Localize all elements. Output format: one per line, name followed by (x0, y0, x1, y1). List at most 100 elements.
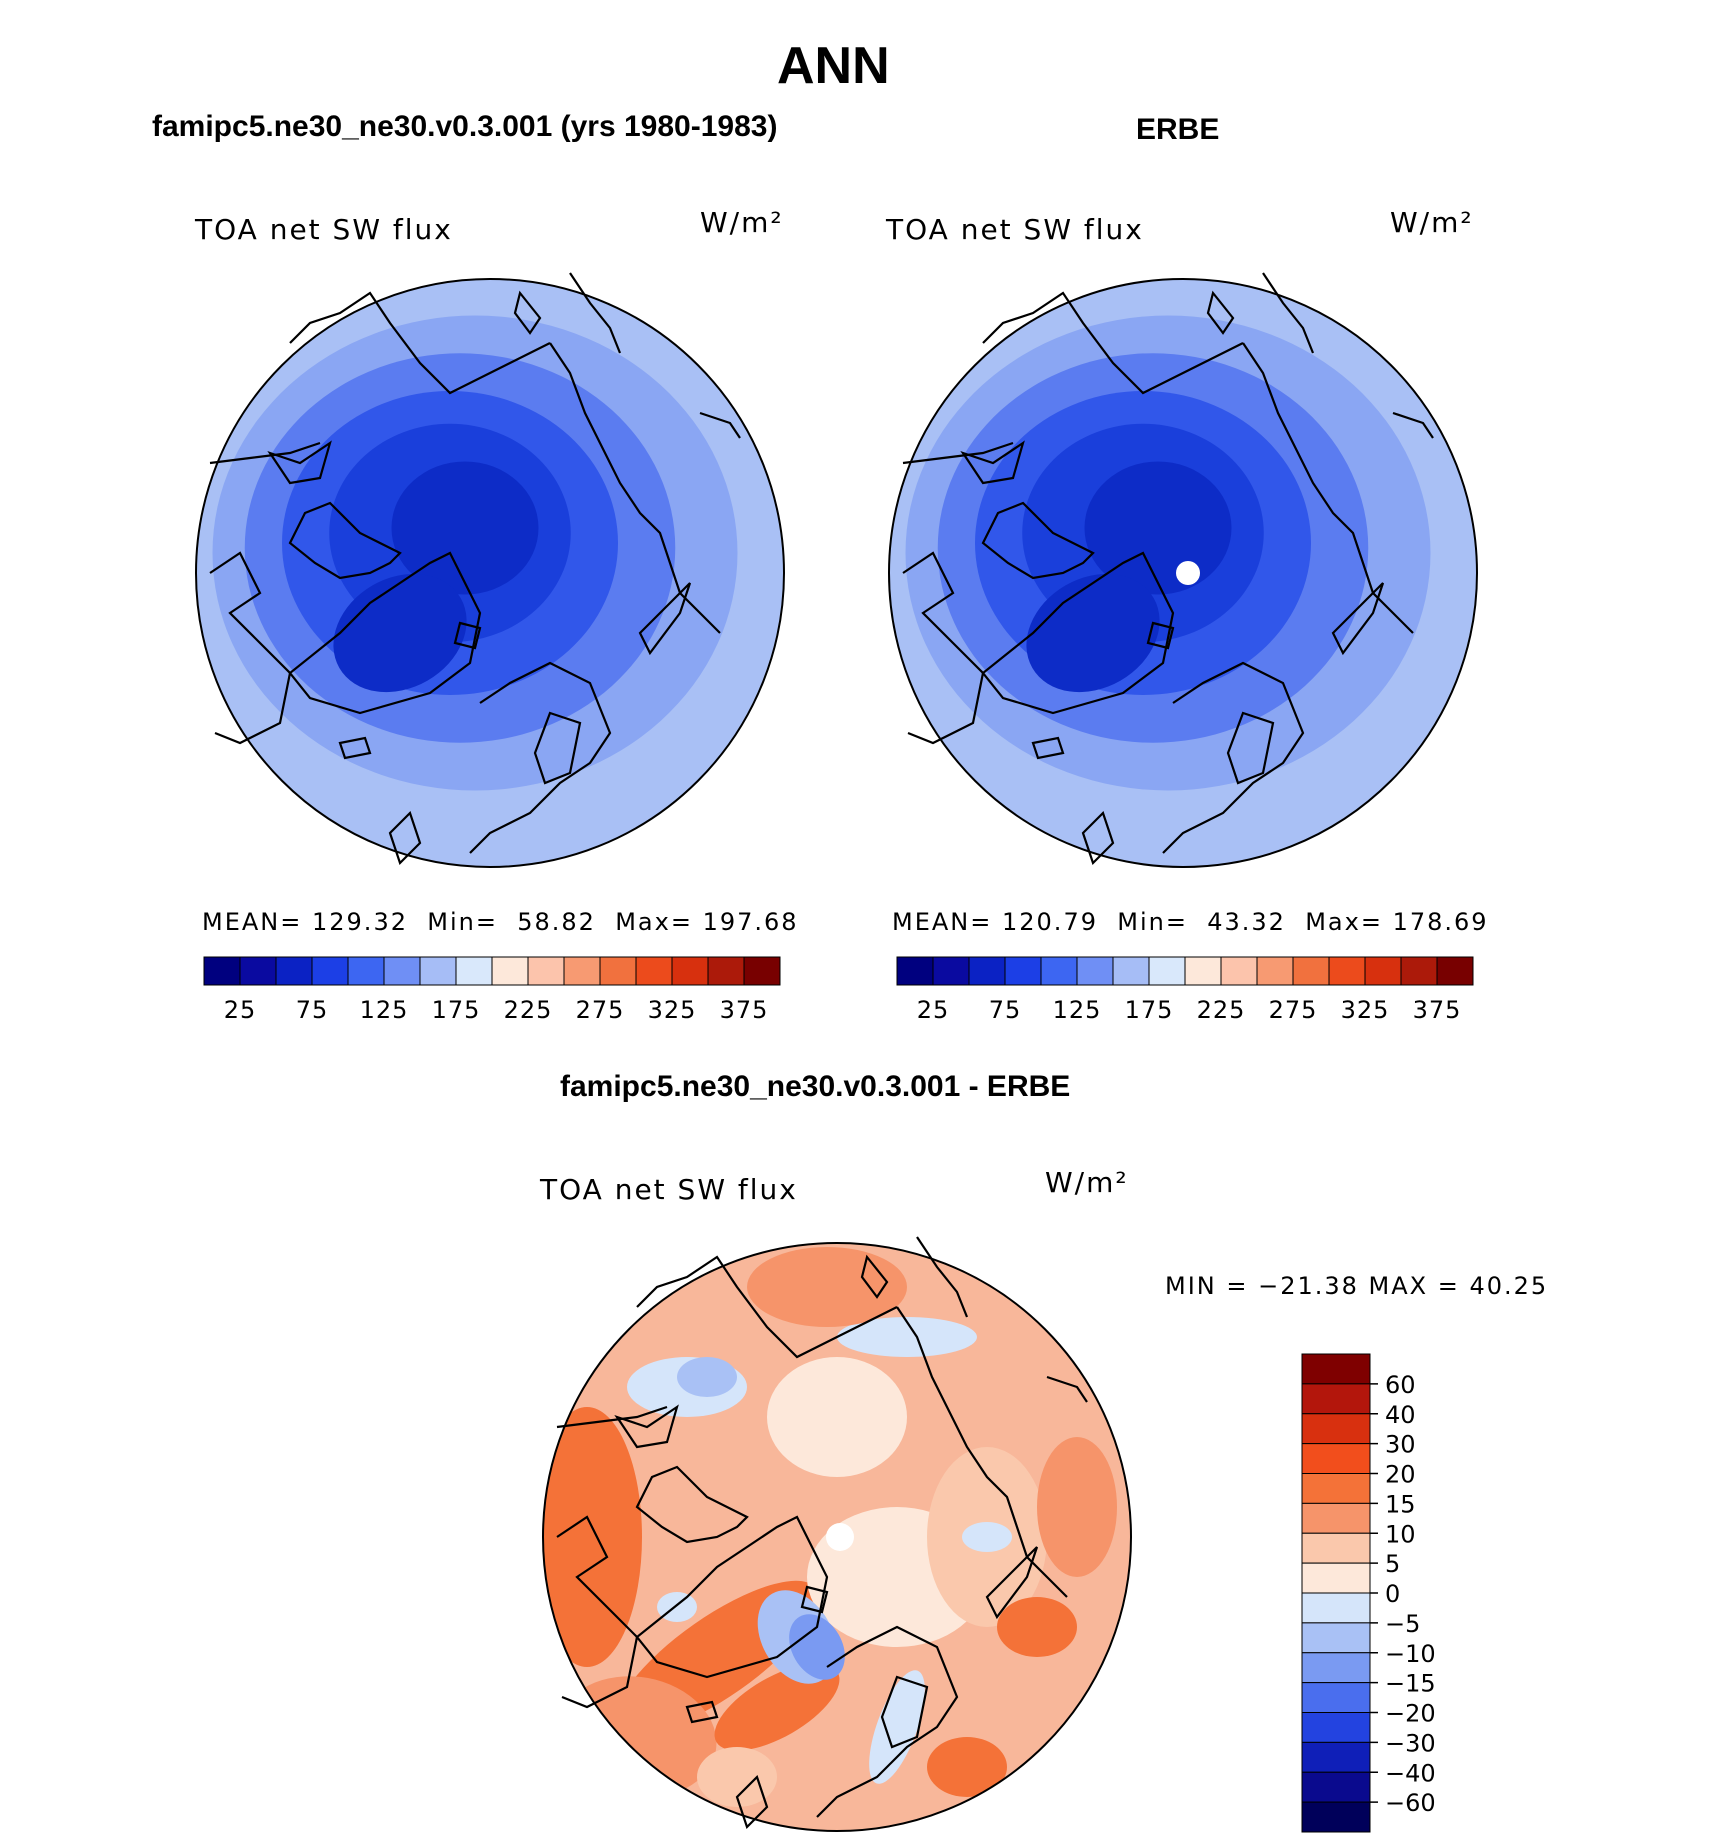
model-colorbar-tick-label: 25 (224, 996, 257, 1024)
model-colorbar-swatch (239, 956, 277, 986)
obs-colorbar-tick-label: 75 (989, 996, 1022, 1024)
model-coast-hudson (209, 441, 321, 465)
obs-coast-island-1 (960, 440, 1025, 485)
obs-coast-siberia (1242, 342, 1414, 634)
model-map-border (195, 278, 785, 868)
diff-colorbar-tick-label: 60 (1385, 1371, 1416, 1399)
diff-coast-iceland (685, 1700, 719, 1724)
model-colorbar-swatch (383, 956, 421, 986)
obs-colorbar-swatch (1076, 956, 1114, 986)
obs-map-greenland-shade (1026, 573, 1160, 693)
model-min-label: Min= (427, 908, 498, 936)
diff-coast-british-isles (735, 1774, 769, 1830)
diff-colorbar-swatch (1301, 1801, 1371, 1833)
model-colorbar-swatch (455, 956, 493, 986)
diff-coast-scandinavia (816, 1625, 959, 1818)
diff-colorbar-tick-label: −5 (1385, 1610, 1420, 1638)
diff-colorbar-swatch (1301, 1473, 1371, 1504)
model-map (195, 272, 785, 868)
obs-coast-north-america (902, 551, 985, 745)
obs-coast-iceland (1031, 736, 1065, 760)
diff-colorbar-tick-label: −20 (1385, 1700, 1436, 1728)
obs-max-label: Max= (1305, 908, 1383, 936)
model-colorbar-swatch (671, 956, 709, 986)
model-colorbar-swatch (203, 956, 241, 986)
model-coast-island-1 (267, 440, 332, 485)
obs-coast-okhotsk (1392, 411, 1434, 439)
model-colorbar-tick-label: 75 (296, 996, 329, 1024)
model-colorbar-swatch (491, 956, 529, 986)
model-min-value: 58.82 (517, 908, 596, 936)
diff-coast-bering (636, 1255, 898, 1359)
model-mean-label: MEAN= (202, 908, 303, 936)
obs-colorbar-tick-label: 225 (1197, 996, 1246, 1024)
obs-map (888, 272, 1478, 868)
diff-coast-svalbard (800, 1585, 829, 1614)
diff-map-anomaly-19 (1037, 1437, 1117, 1577)
diff-colorbar-tick-label: 20 (1385, 1461, 1416, 1489)
model-coast-greenland (288, 551, 482, 715)
obs-colorbar-swatch (1328, 956, 1366, 986)
diff-colorbar-swatch (1301, 1443, 1371, 1474)
obs-max-value: 178.69 (1392, 908, 1489, 936)
diff-coast-hudson (556, 1405, 668, 1429)
diff-coast-siberia (896, 1306, 1068, 1598)
obs-colorbar-swatch (1220, 956, 1258, 986)
obs-coast-svalbard (1146, 621, 1175, 650)
model-colorbar-swatch (527, 956, 565, 986)
model-colorbar-swatch (419, 956, 457, 986)
model-colorbar-swatch (311, 956, 349, 986)
obs-mean-value: 120.79 (1002, 908, 1098, 936)
diff-map (542, 1236, 1132, 1832)
diff-coast-novaya-zemlya (985, 1546, 1039, 1620)
diff-colorbar-swatch (1301, 1592, 1371, 1624)
model-coast-wrangel (513, 290, 542, 335)
diff-coast-north-america (556, 1515, 639, 1709)
obs-coast-hudson (902, 441, 1014, 465)
diff-coast-scandinavia-inner (880, 1675, 929, 1749)
figure-title: ANN (777, 37, 890, 95)
model-colorbar-swatch (275, 956, 313, 986)
diff-map-anomaly-13 (869, 1670, 925, 1784)
obs-colorbar-swatch (1364, 956, 1402, 986)
model-coast-okhotsk (699, 411, 741, 439)
model-colorbar-tick-label: 175 (432, 996, 481, 1024)
diff-colorbar-swatch (1301, 1741, 1371, 1773)
model-coast-svalbard (453, 621, 482, 650)
obs-coast-greenland (981, 551, 1175, 715)
diff-colorbar-tick-label: 0 (1385, 1580, 1400, 1608)
obs-colorbar-swatch (896, 956, 934, 986)
model-colorbar-tick-label: 225 (504, 996, 553, 1024)
diff-coast-wrangel (860, 1254, 889, 1299)
diff-map-anomaly-5 (767, 1357, 907, 1477)
diff-colorbar-swatch (1301, 1532, 1371, 1564)
diff-coast-archipelago (635, 1465, 749, 1544)
model-colorbar-tick-label: 375 (720, 996, 769, 1024)
diff-map-anomaly-12 (837, 1317, 977, 1357)
model-coastlines (209, 272, 741, 866)
model-coast-bering (289, 291, 551, 395)
obs-colorbar-swatch (1292, 956, 1330, 986)
diff-coastlines (556, 1236, 1088, 1830)
model-max-label: Max= (615, 908, 693, 936)
diff-units-label: W/m² (1045, 1166, 1129, 1199)
model-colorbar-swatch (635, 956, 673, 986)
diff-coast-okhotsk (1046, 1375, 1088, 1403)
obs-colorbar-tick-label: 275 (1269, 996, 1318, 1024)
obs-variable-label: TOA net SW flux (886, 213, 1144, 246)
obs-coast-wrangel (1206, 290, 1235, 335)
model-variable-label: TOA net SW flux (195, 213, 453, 246)
diff-colorbar-swatch (1301, 1652, 1371, 1684)
obs-colorbar-swatch (1256, 956, 1294, 986)
model-colorbar-tick-label: 275 (576, 996, 625, 1024)
obs-colorbar-tick-label: 125 (1053, 996, 1102, 1024)
obs-colorbar-swatch (1004, 956, 1042, 986)
diff-pole-hole (826, 1523, 854, 1551)
model-colorbar-swatch (347, 956, 385, 986)
obs-colorbar-swatch (1436, 956, 1474, 986)
diff-colorbar-tick-label: 40 (1385, 1401, 1416, 1429)
model-colorbar-swatch (599, 956, 637, 986)
diff-coast-chukotka (916, 1236, 969, 1318)
obs-colorbar-swatch (1112, 956, 1150, 986)
